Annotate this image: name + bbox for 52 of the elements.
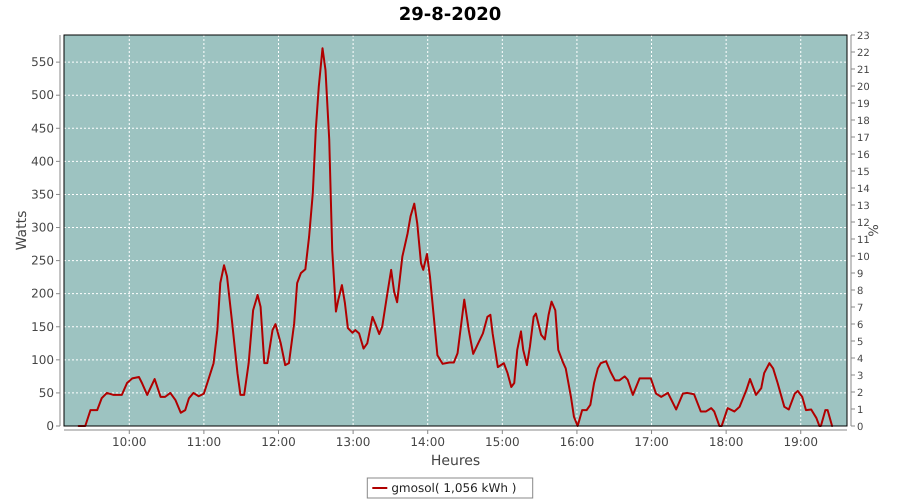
y2-tick-label: 22: [857, 48, 870, 59]
y2-tick-label: 17: [857, 133, 870, 144]
y2-tick-label: 2: [857, 388, 864, 399]
y2-tick-label: 3: [857, 371, 864, 382]
y-tick-label: 550: [31, 55, 54, 70]
y2-tick-label: 15: [857, 167, 870, 178]
y-axis-title: Watts: [14, 210, 30, 250]
x-tick-label: 19:00: [783, 435, 818, 449]
x-tick-label: 10:00: [112, 435, 147, 449]
y-tick-label: 50: [38, 386, 54, 400]
y2-tick-label: 9: [857, 269, 864, 280]
y2-tick-label: 0: [857, 422, 864, 433]
legend-label: gmosol( 1,056 kWh ): [391, 481, 516, 495]
x-tick-label: 12:00: [261, 435, 296, 449]
x-tick-label: 15:00: [485, 435, 520, 449]
y2-tick-label: 14: [857, 184, 870, 195]
y-tick-label: 450: [31, 121, 54, 136]
y2-tick-label: 5: [857, 337, 864, 348]
y2-tick-label: 4: [857, 354, 864, 365]
y2-tick-label: 1: [857, 405, 864, 416]
y2-tick-label: 20: [857, 82, 870, 93]
y2-tick-label: 6: [857, 320, 864, 331]
y-tick-label: 400: [31, 154, 54, 168]
line-series: [78, 47, 834, 427]
x-axis-title: Heures: [430, 453, 480, 469]
x-tick-label: 18:00: [708, 435, 744, 449]
y2-tick-label: 10: [857, 252, 870, 263]
y2-tick-label: 19: [857, 99, 870, 110]
x-tick-label: 16:00: [560, 435, 594, 449]
x-tick-label: 11:00: [186, 435, 222, 449]
y-tick-label: 0: [46, 419, 54, 433]
y-tick-label: 300: [31, 220, 54, 235]
y-tick-label: 250: [31, 254, 54, 268]
y-tick-label: 150: [31, 320, 54, 334]
y-tick-label: 500: [31, 88, 54, 102]
y-tick-label: 200: [31, 286, 54, 301]
y2-tick-label: 18: [857, 116, 870, 127]
y2-tick-label: 16: [857, 150, 870, 161]
y2-tick-label: 7: [857, 303, 864, 314]
chart-title: 29-8-2020: [398, 4, 502, 25]
y-tick-label: 100: [31, 352, 54, 367]
y2-tick-label: 11: [857, 235, 870, 246]
y2-tick-label: 8: [857, 286, 864, 297]
y2-tick-label: 12: [857, 218, 870, 229]
y2-tick-label: 13: [857, 201, 870, 212]
x-tick-label: 17:00: [634, 435, 669, 449]
x-tick-label: 14:00: [410, 435, 446, 449]
y2-axis-title: %: [867, 224, 882, 237]
x-tick-label: 13:00: [336, 435, 370, 449]
y-tick-label: 350: [31, 187, 54, 202]
y2-tick-label: 21: [857, 65, 870, 76]
y2-tick-label: 23: [857, 31, 870, 42]
